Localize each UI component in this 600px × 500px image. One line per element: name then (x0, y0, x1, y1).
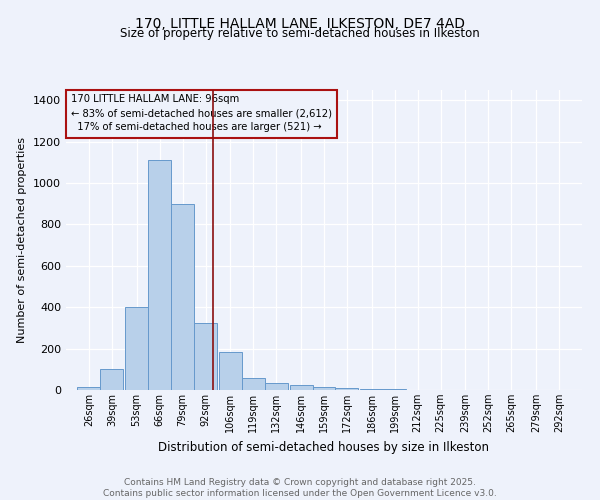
Bar (194, 323, 217, 390)
Bar (313, 387, 335, 390)
Bar (265, 383, 288, 390)
Bar (125, 307, 148, 390)
Bar (335, 388, 358, 390)
Y-axis label: Number of semi-detached properties: Number of semi-detached properties (17, 137, 28, 343)
X-axis label: Distribution of semi-detached houses by size in Ilkeston: Distribution of semi-detached houses by … (158, 440, 490, 454)
Bar (290, 385, 313, 390)
Bar (100, 370, 124, 390)
Text: Size of property relative to semi-detached houses in Ilkeston: Size of property relative to semi-detach… (120, 28, 480, 40)
Bar (219, 352, 242, 390)
Bar (360, 389, 383, 390)
Bar (171, 204, 194, 390)
Text: Contains HM Land Registry data © Crown copyright and database right 2025.
Contai: Contains HM Land Registry data © Crown c… (103, 478, 497, 498)
Text: 170 LITTLE HALLAM LANE: 96sqm
← 83% of semi-detached houses are smaller (2,612)
: 170 LITTLE HALLAM LANE: 96sqm ← 83% of s… (71, 94, 332, 132)
Bar (242, 378, 265, 390)
Text: 170, LITTLE HALLAM LANE, ILKESTON, DE7 4AD: 170, LITTLE HALLAM LANE, ILKESTON, DE7 4… (135, 18, 465, 32)
Bar (77, 387, 100, 390)
Bar (148, 160, 171, 390)
